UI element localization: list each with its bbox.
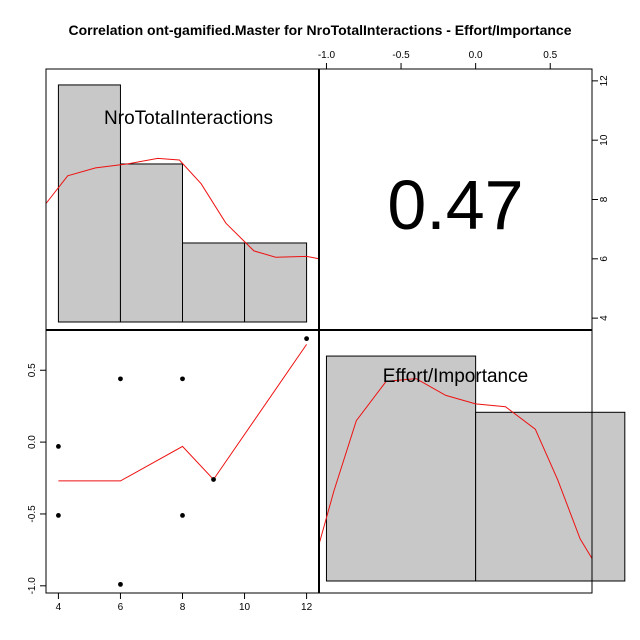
scatter-point bbox=[180, 512, 185, 518]
right-axis-tick-label: 10 bbox=[599, 134, 610, 146]
scatter-point bbox=[211, 477, 216, 482]
histogram-panel-x: NroTotalInteractions bbox=[45, 84, 320, 323]
scatter-point bbox=[56, 444, 61, 449]
left-axis-tick-label: 0.5 bbox=[27, 363, 38, 377]
scatter-point bbox=[118, 581, 123, 587]
scatter-panel bbox=[56, 336, 309, 587]
density-curve bbox=[318, 378, 593, 559]
bottom-axis-tick-label: 12 bbox=[301, 602, 313, 613]
scatter-point bbox=[180, 376, 185, 382]
top-axis-tick-label: 0.0 bbox=[469, 50, 483, 61]
right-axis-tick-label: 6 bbox=[599, 256, 610, 262]
histogram-bar bbox=[244, 242, 308, 323]
histogram-bar bbox=[57, 84, 121, 323]
histogram-bar bbox=[475, 411, 626, 582]
bottom-axis-tick-label: 8 bbox=[180, 602, 186, 613]
right-axis-tick-label: 12 bbox=[599, 75, 610, 87]
correlation-panel: 0.47 bbox=[387, 166, 523, 244]
right-axis-tick-label: 4 bbox=[599, 315, 610, 321]
bottom-axis-tick-label: 4 bbox=[56, 602, 62, 613]
top-axis-tick-label: -1.0 bbox=[318, 50, 336, 61]
density-curve bbox=[45, 157, 320, 260]
histogram-bar bbox=[182, 242, 246, 323]
histogram-bar bbox=[119, 163, 183, 323]
scatter-point bbox=[56, 512, 61, 518]
left-axis-tick-label: -0.5 bbox=[27, 505, 38, 523]
histogram-bar bbox=[325, 355, 477, 582]
panel-frame bbox=[45, 329, 320, 594]
panel-frames bbox=[45, 68, 593, 594]
outer-axes: 4 6 8 10 12 0.5 0.0 -0.5 -1.0 -1.0 -0.5 0.0 0.5 4 6 8 10… bbox=[27, 50, 610, 613]
scatter-point bbox=[118, 376, 123, 382]
left-axis-tick-label: -1.0 bbox=[27, 577, 38, 595]
scatter-point bbox=[304, 336, 309, 342]
top-axis-tick-label: 0.5 bbox=[543, 50, 557, 61]
smooth-line bbox=[58, 344, 308, 482]
histogram-panel-y: Effort/Importance bbox=[318, 355, 626, 582]
bottom-axis-tick-label: 10 bbox=[239, 602, 251, 613]
right-axis-tick-label: 8 bbox=[599, 196, 610, 202]
variable-label: Effort/Importance bbox=[383, 366, 528, 387]
variable-label: NroTotalInteractions bbox=[104, 108, 273, 129]
left-axis-tick-label: 0.0 bbox=[27, 435, 38, 449]
correlation-value: 0.47 bbox=[387, 166, 523, 244]
bottom-axis-tick-label: 6 bbox=[118, 602, 124, 613]
chart-title: Correlation ont-gamified.Master for NroT… bbox=[68, 22, 571, 38]
top-axis-tick-label: -0.5 bbox=[392, 50, 410, 61]
